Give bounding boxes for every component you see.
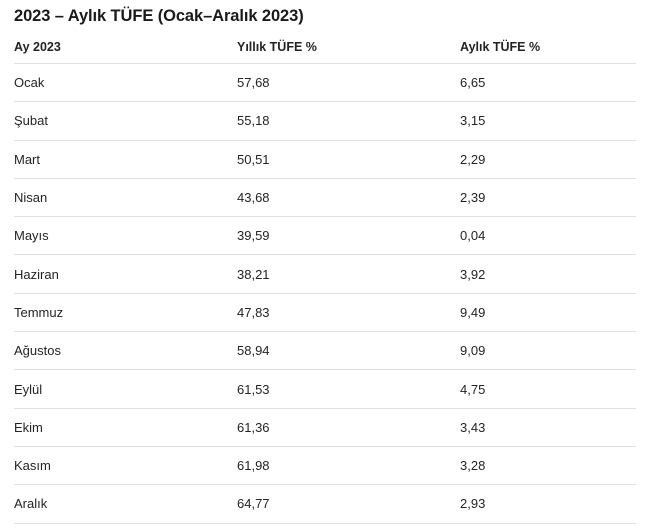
table-row: Şubat 55,18 3,15: [14, 101, 636, 141]
column-header-month: Ay 2023: [14, 26, 237, 64]
table-row: Ekim 61,36 3,43: [14, 408, 636, 447]
monthly-tufe-cell: 2,29: [460, 140, 636, 179]
table-row: Mart 50,51 2,29: [14, 140, 636, 179]
monthly-tufe-cell: 3,15: [460, 101, 636, 141]
tufe-table-header: Ay 2023 Yıllık TÜFE % Aylık TÜFE %: [14, 26, 636, 64]
column-header-monthly-tufe: Aylık TÜFE %: [460, 26, 636, 64]
yearly-tufe-cell: 64,77: [237, 484, 460, 524]
yearly-tufe-cell: 43,68: [237, 178, 460, 218]
yearly-tufe-cell: 61,98: [237, 446, 460, 486]
table-row: Nisan 43,68 2,39: [14, 178, 636, 218]
table-row: Temmuz 47,83 9,49: [14, 293, 636, 333]
table-row: Eylül 61,53 4,75: [14, 369, 636, 409]
month-cell: Mart: [14, 140, 237, 179]
monthly-tufe-cell: 9,49: [460, 293, 636, 333]
table-row: Mayıs 39,59 0,04: [14, 216, 636, 256]
table-row: Aralık 64,77 2,93: [14, 484, 636, 524]
yearly-tufe-cell: 50,51: [237, 140, 460, 179]
monthly-tufe-cell: 4,75: [460, 369, 636, 409]
tufe-table-body: Ocak 57,68 6,65 Şubat 55,18 3,15 Mart 50…: [14, 63, 636, 524]
yearly-tufe-cell: 47,83: [237, 293, 460, 333]
month-cell: Ocak: [14, 63, 237, 103]
yearly-tufe-cell: 38,21: [237, 254, 460, 294]
month-cell: Ekim: [14, 408, 237, 447]
monthly-tufe-cell: 0,04: [460, 216, 636, 256]
yearly-tufe-cell: 55,18: [237, 101, 460, 141]
yearly-tufe-cell: 57,68: [237, 63, 460, 103]
monthly-tufe-cell: 2,93: [460, 484, 636, 524]
monthly-tufe-cell: 3,28: [460, 446, 636, 486]
page-title: 2023 – Aylık TÜFE (Ocak–Aralık 2023): [14, 7, 304, 25]
month-cell: Haziran: [14, 254, 237, 294]
month-cell: Nisan: [14, 178, 237, 218]
yearly-tufe-cell: 61,36: [237, 408, 460, 447]
table-row: Ağustos 58,94 9,09: [14, 331, 636, 371]
month-cell: Aralık: [14, 484, 237, 524]
yearly-tufe-cell: 61,53: [237, 369, 460, 409]
month-cell: Şubat: [14, 101, 237, 141]
tufe-table: Ay 2023 Yıllık TÜFE % Aylık TÜFE % Ocak …: [14, 26, 636, 524]
month-cell: Temmuz: [14, 293, 237, 333]
monthly-tufe-cell: 9,09: [460, 331, 636, 371]
table-row: Kasım 61,98 3,28: [14, 446, 636, 486]
table-row: Haziran 38,21 3,92: [14, 254, 636, 294]
table-row: Ocak 57,68 6,65: [14, 63, 636, 103]
yearly-tufe-cell: 58,94: [237, 331, 460, 371]
month-cell: Ağustos: [14, 331, 237, 371]
monthly-tufe-cell: 6,65: [460, 63, 636, 103]
monthly-tufe-cell: 3,43: [460, 408, 636, 447]
column-header-yearly-tufe: Yıllık TÜFE %: [237, 26, 460, 64]
month-cell: Eylül: [14, 369, 237, 409]
monthly-tufe-cell: 3,92: [460, 254, 636, 294]
month-cell: Kasım: [14, 446, 237, 486]
month-cell: Mayıs: [14, 216, 237, 256]
header-row: Ay 2023 Yıllık TÜFE % Aylık TÜFE %: [14, 26, 636, 64]
yearly-tufe-cell: 39,59: [237, 216, 460, 256]
monthly-tufe-cell: 2,39: [460, 178, 636, 218]
